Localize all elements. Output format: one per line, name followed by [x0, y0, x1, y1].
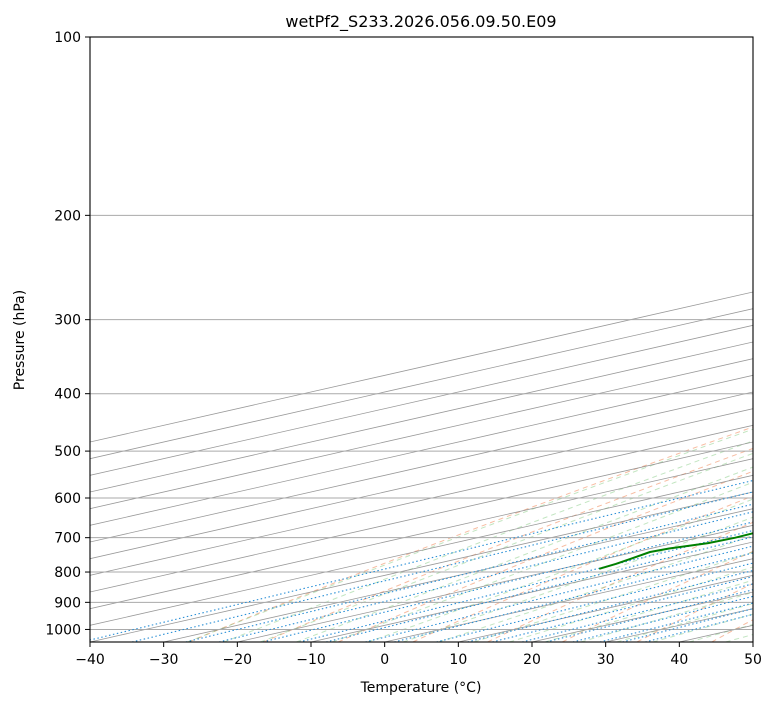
dry-adiabat-line — [487, 521, 753, 642]
mixing-ratio-line — [492, 575, 753, 642]
y-axis: 100 200 300 400 500 600 700 800 900 1000 — [45, 30, 90, 638]
moist-adiabat-line — [402, 516, 753, 642]
isotherm-line — [163, 508, 753, 642]
x-axis: −40 −30 −20 −10 0 10 20 30 40 50 — [75, 642, 762, 668]
mixing-ratio-line — [90, 479, 753, 641]
isotherm-line — [90, 441, 753, 593]
dry-adiabat-line — [412, 495, 753, 642]
x-tick-label: 0 — [380, 652, 389, 668]
y-tick-label: 200 — [54, 208, 81, 224]
mixing-ratio-line — [521, 583, 753, 642]
dry-adiabat-line — [711, 619, 753, 642]
isotherm-line — [237, 524, 753, 642]
x-tick-label: 10 — [449, 652, 467, 668]
y-tick-label: 1000 — [45, 622, 81, 638]
isotherm-line — [90, 391, 753, 543]
isotherm-line — [90, 324, 753, 476]
x-tick-label: −30 — [149, 652, 179, 668]
isotherm-line — [752, 641, 753, 642]
dry-adiabat-line — [337, 470, 753, 642]
y-tick-label: 400 — [54, 387, 81, 403]
y-tick-label: 500 — [54, 444, 81, 460]
y-tick-label: 900 — [54, 595, 81, 611]
x-tick-label: 50 — [744, 652, 762, 668]
moist-adiabat-line — [652, 613, 753, 642]
isotherm-line — [90, 424, 753, 576]
isotherm-line — [90, 491, 753, 642]
moist-adiabat-line — [580, 591, 753, 642]
x-tick-label: 40 — [670, 652, 688, 668]
moist-adiabat-line — [509, 566, 753, 642]
y-tick-label: 800 — [54, 565, 81, 581]
isotherm-line — [90, 458, 753, 610]
isotherm-line — [90, 291, 753, 443]
x-tick-label: −10 — [296, 652, 326, 668]
x-tick-label: −20 — [223, 652, 253, 668]
isotherm-line — [384, 558, 753, 642]
plot-frame — [89, 36, 754, 643]
mixing-ratio-line — [572, 595, 753, 642]
mixing-ratio-line — [299, 529, 753, 642]
y-tick-label: 700 — [54, 531, 81, 547]
moist-adiabat-line — [187, 428, 753, 642]
mixing-ratio-line — [262, 521, 753, 642]
chart-title: wetPf2_S233.2026.056.09.50.E09 — [285, 12, 556, 32]
mixing-ratio-line — [394, 552, 753, 642]
mixing-ratio-line — [325, 536, 753, 642]
moist-adiabat-line — [473, 551, 753, 642]
x-axis-label: Temperature (°C) — [360, 680, 482, 696]
x-tick-label: 20 — [523, 652, 541, 668]
y-axis-label: Pressure (hPa) — [12, 290, 28, 390]
dry-adiabat-line — [188, 426, 753, 642]
mixing-ratio-line — [436, 562, 753, 642]
profile-lines — [598, 532, 753, 570]
grid-lines — [90, 37, 753, 642]
isotherm-line — [90, 474, 753, 626]
x-tick-label: −40 — [75, 652, 105, 668]
moist-adiabat-line — [331, 481, 753, 642]
y-tick-label: 600 — [54, 491, 81, 507]
isotherm-line — [90, 308, 753, 460]
mixing-ratio-line — [645, 613, 753, 642]
moist-adiabat-line — [260, 452, 753, 642]
moist-adiabat-line — [725, 633, 753, 642]
profile-line — [598, 532, 753, 570]
isotherm-line — [90, 408, 753, 560]
moist-adiabat-line — [688, 623, 753, 642]
y-tick-label: 300 — [54, 313, 81, 329]
dry-adiabat-line — [263, 447, 753, 642]
mixing-ratio-line — [365, 545, 753, 642]
isotherm-line — [679, 624, 753, 642]
mixing-ratio-line — [467, 569, 753, 642]
mixing-ratio-line — [131, 491, 753, 642]
moist-adiabat-line — [544, 579, 753, 642]
moist-adiabat-line — [438, 534, 753, 642]
x-tick-label: 30 — [597, 652, 615, 668]
moist-adiabat-line — [296, 466, 753, 642]
y-tick-label: 100 — [54, 30, 81, 46]
